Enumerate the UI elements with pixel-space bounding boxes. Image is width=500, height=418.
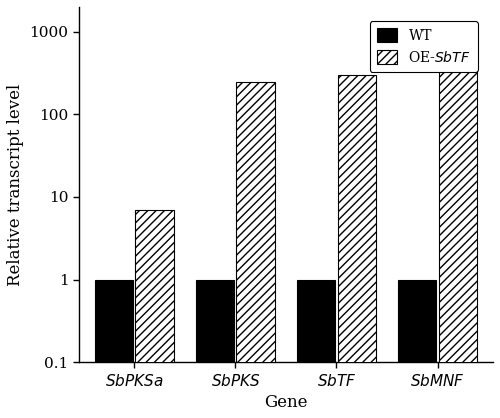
Bar xyxy=(136,210,174,418)
Bar xyxy=(338,75,376,418)
Bar xyxy=(95,280,134,418)
Bar xyxy=(196,280,234,418)
Bar xyxy=(297,280,336,418)
Bar xyxy=(438,40,477,418)
X-axis label: Gene: Gene xyxy=(264,394,308,411)
Bar xyxy=(398,280,436,418)
Legend: WT, OE-$\mathit{SbTF}$: WT, OE-$\mathit{SbTF}$ xyxy=(370,21,478,71)
Bar xyxy=(236,82,275,418)
Y-axis label: Relative transcript level: Relative transcript level xyxy=(7,83,24,285)
